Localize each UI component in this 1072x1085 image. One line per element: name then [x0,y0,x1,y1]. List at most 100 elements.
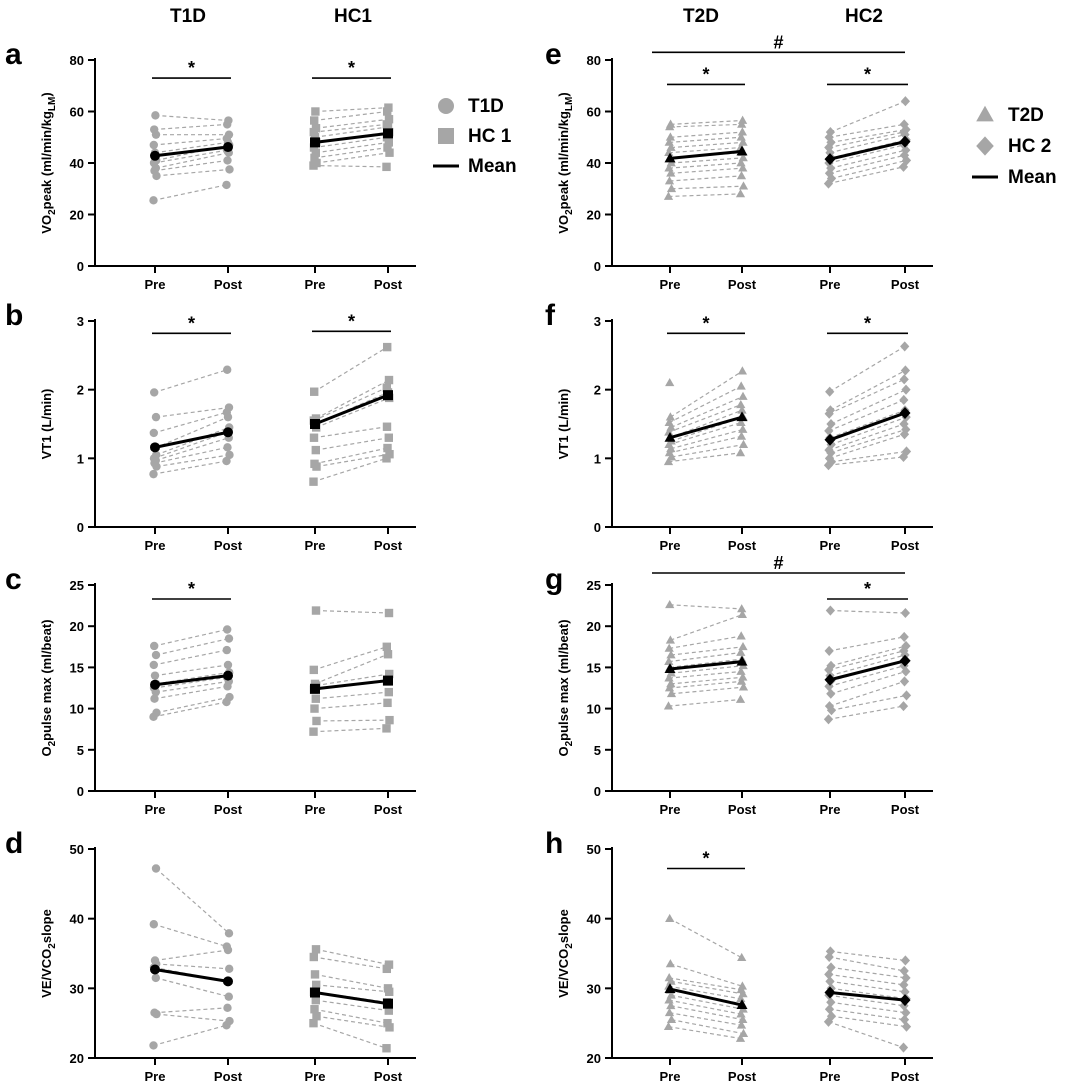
individual-line [670,395,744,428]
data-point-post [901,640,911,652]
individual-line [829,980,906,993]
individual-line [156,696,230,714]
data-point-post [225,1016,234,1026]
mean-point-pre [664,431,676,442]
data-point-pre [663,701,674,710]
y-tick-label: 2 [77,383,84,398]
data-point-pre [310,153,319,163]
individual-line [828,705,904,720]
data-point-pre [309,477,318,486]
data-point-pre [311,694,320,703]
individual-line [671,1019,744,1035]
y-axis-label: VO2peak (ml/min/kgLM) [556,92,575,233]
individual-line [316,984,390,993]
significance-star: * [348,58,355,78]
individual-line [153,701,227,718]
data-point-pre [664,137,674,146]
data-point-post [901,1007,911,1018]
y-axis-label-subscript: 2 [47,209,58,215]
data-point-post [383,342,392,352]
data-point-post [222,942,231,951]
data-point-pre [666,990,676,999]
individual-line [315,118,390,129]
individual-line [314,110,388,122]
data-point-post [738,181,749,190]
individual-line [156,963,230,970]
individual-line [830,100,906,133]
series-hc-1 [309,342,394,486]
data-point-pre [666,443,676,453]
individual-line [671,444,744,458]
mean-point-pre [824,986,836,999]
individual-line [671,665,744,674]
legend-label-t1d: T1D [468,96,504,117]
individual-line [154,664,229,677]
data-point-pre [312,1012,321,1021]
data-point-pre [824,645,834,656]
data-point-post [899,418,909,430]
individual-line [831,987,907,1000]
data-point-post [736,676,747,685]
legend-square-icon [438,128,454,144]
data-point-pre [824,701,835,712]
data-point-pre [666,679,676,688]
header-t1d: T1D [170,6,206,27]
y-axis-label: VT1 (L/min) [556,389,571,460]
y-tick-label: 40 [587,156,601,171]
data-point-post [383,984,393,993]
panel-letter-d: d [5,827,23,860]
individual-line [830,428,906,454]
individual-line [315,691,389,700]
individual-line [154,628,228,647]
data-point-post [736,631,746,640]
data-point-post [738,391,748,400]
individual-line [154,369,228,393]
y-axis-label-part: VE/VCO [556,949,571,998]
data-point-pre [150,671,160,680]
data-point-post [900,955,911,966]
individual-line [316,453,390,468]
data-point-post [900,341,910,352]
data-point-post [735,1033,746,1042]
y-axis-label-part: O [39,746,54,756]
data-point-pre [825,127,836,138]
mean-point-pre [310,137,320,148]
y-axis-label-subscript: 2 [47,740,58,746]
y-axis-label-part: VE/VCO [39,949,54,998]
data-point-post [899,1014,910,1025]
individual-line [153,411,227,434]
individual-line [315,397,390,428]
individual-line [671,157,744,164]
data-point-post [383,443,392,453]
individual-line [313,426,388,439]
panel-g: g O2pulse max (ml/beat) 0 5 10 15 20 25 Pre Post P… [545,553,933,817]
data-point-pre [824,453,835,464]
x-tick-label-post: Post [214,277,243,292]
individual-line [670,676,743,685]
data-point-post [223,660,233,670]
individual-line [829,134,906,154]
data-point-post [385,148,394,157]
data-point-post [901,384,911,395]
individual-line [829,680,905,707]
y-tick-label: 10 [70,702,84,717]
individual-line [315,141,389,154]
individual-line [670,646,744,656]
data-point-pre [312,716,321,726]
individual-line [313,164,387,168]
data-point-post [899,394,909,406]
individual-line [155,680,229,693]
individual-line [156,1013,230,1022]
individual-line [313,646,387,671]
data-point-post [384,433,393,442]
mean-point-post [736,145,748,156]
significance-hash: # [773,553,783,573]
data-point-post [223,443,232,452]
individual-line [315,948,390,966]
data-point-pre [311,414,321,423]
individual-line [670,428,743,450]
individual-line [155,152,229,169]
significance-star: * [864,64,871,84]
individual-line [313,1022,387,1049]
